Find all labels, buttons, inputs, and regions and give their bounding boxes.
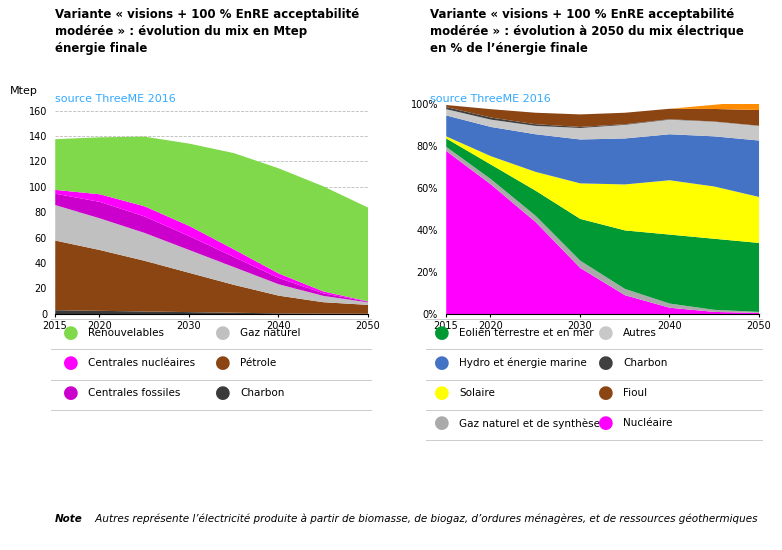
Text: ●: ● <box>598 354 614 372</box>
Text: ●: ● <box>63 354 78 372</box>
Text: ●: ● <box>215 384 231 402</box>
Text: ●: ● <box>598 384 614 402</box>
Text: source ThreeME 2016: source ThreeME 2016 <box>430 94 551 103</box>
Text: source ThreeME 2016: source ThreeME 2016 <box>55 94 175 103</box>
Text: Centrales fossiles: Centrales fossiles <box>88 388 180 398</box>
Text: Hydro et énergie marine: Hydro et énergie marine <box>459 358 586 368</box>
Text: ●: ● <box>434 384 450 402</box>
Text: ●: ● <box>598 324 614 342</box>
Text: Gaz naturel: Gaz naturel <box>240 328 300 338</box>
Text: Charbon: Charbon <box>240 388 285 398</box>
Text: Centrales nucléaires: Centrales nucléaires <box>88 358 195 368</box>
Text: ●: ● <box>63 324 78 342</box>
Text: ●: ● <box>598 415 614 432</box>
Text: Variante « visions + 100 % EnRE acceptabilité
modérée » : évolution à 2050 du mi: Variante « visions + 100 % EnRE acceptab… <box>430 8 744 55</box>
Text: Eolien terrestre et en mer: Eolien terrestre et en mer <box>459 328 594 338</box>
Text: Autres représente l’électricité produite à partir de biomasse, de biogaz, d’ordu: Autres représente l’électricité produite… <box>92 513 758 524</box>
Text: ●: ● <box>63 384 78 402</box>
Y-axis label: Mtep: Mtep <box>9 86 38 96</box>
Text: Note: Note <box>55 514 82 524</box>
Text: Gaz naturel et de synthèse: Gaz naturel et de synthèse <box>459 418 600 429</box>
Text: Variante « visions + 100 % EnRE acceptabilité
modérée » : évolution du mix en Mt: Variante « visions + 100 % EnRE acceptab… <box>55 8 359 55</box>
Text: Charbon: Charbon <box>623 358 668 368</box>
Text: Renouvelables: Renouvelables <box>88 328 163 338</box>
Text: Pétrole: Pétrole <box>240 358 276 368</box>
Text: ●: ● <box>434 354 450 372</box>
Text: Solaire: Solaire <box>459 388 495 398</box>
Text: ●: ● <box>434 324 450 342</box>
Text: Fioul: Fioul <box>623 388 647 398</box>
Text: ●: ● <box>215 324 231 342</box>
Text: Autres: Autres <box>623 328 657 338</box>
Text: Nucléaire: Nucléaire <box>623 419 673 428</box>
Text: ●: ● <box>215 354 231 372</box>
Text: ●: ● <box>434 415 450 432</box>
